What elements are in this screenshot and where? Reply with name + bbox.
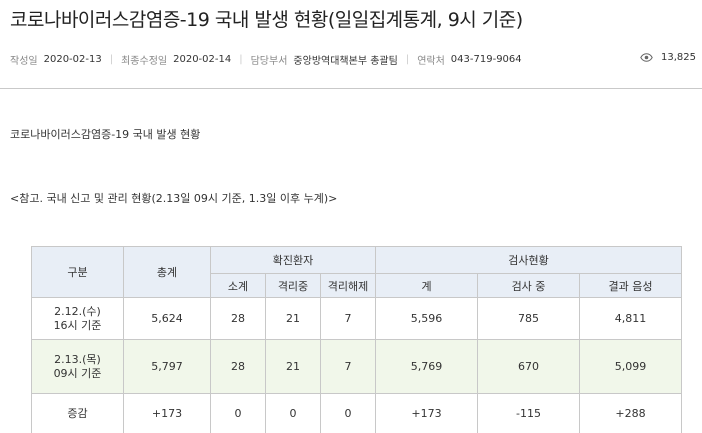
cell-isolating: 0 bbox=[265, 393, 321, 433]
status-table: 구분 총계 확진환자 검사현황 소계 격리중 격리해제 계 검사 중 결과 음성… bbox=[31, 246, 682, 433]
cell-in-testing: 670 bbox=[477, 339, 580, 394]
cell-released: 7 bbox=[320, 297, 376, 340]
cell-released: 0 bbox=[320, 393, 376, 433]
header-released: 격리해제 bbox=[320, 273, 376, 298]
cell-in-testing: -115 bbox=[477, 393, 580, 433]
header-category: 구분 bbox=[31, 246, 124, 298]
cell-total: 5,797 bbox=[123, 339, 211, 394]
view-count-value: 13,825 bbox=[661, 52, 696, 63]
header-confirmed-group: 확진환자 bbox=[210, 246, 376, 274]
content-heading: 코로나바이러스감염증-19 국내 발생 현황 bbox=[10, 128, 201, 141]
created-label: 작성일 bbox=[10, 56, 38, 67]
modified-date: 2020-02-14 bbox=[173, 54, 232, 65]
created-date: 2020-02-13 bbox=[43, 54, 102, 65]
row-label: 2.13.(목) 09시 기준 bbox=[31, 339, 124, 394]
cell-test-total: 5,596 bbox=[375, 297, 478, 340]
header-test-total: 계 bbox=[375, 273, 478, 298]
dept-value: 중앙방역대책본부 총괄팀 bbox=[293, 56, 398, 67]
header-in-testing: 검사 중 bbox=[477, 273, 580, 298]
cell-in-testing: 785 bbox=[477, 297, 580, 340]
header-total: 총계 bbox=[123, 246, 211, 298]
eye-icon bbox=[640, 53, 653, 62]
contact-label: 연락처 bbox=[417, 56, 445, 67]
meta-divider: | bbox=[405, 54, 410, 65]
row-label: 2.12.(수) 16시 기준 bbox=[31, 297, 124, 340]
meta-divider: | bbox=[109, 54, 114, 65]
cell-total: 5,624 bbox=[123, 297, 211, 340]
dept-label: 담당부서 bbox=[250, 56, 288, 67]
cell-isolating: 21 bbox=[265, 297, 321, 340]
header-testing-group: 검사현황 bbox=[375, 246, 682, 274]
table-row: 2.13.(목) 09시 기준 5,797 28 21 7 5,769 670 5… bbox=[31, 339, 682, 394]
row-date: 2.13.(목) bbox=[54, 352, 101, 366]
view-count: 13,825 bbox=[640, 52, 696, 63]
cell-negative: +288 bbox=[579, 393, 682, 433]
cell-test-total: 5,769 bbox=[375, 339, 478, 394]
page-title: 코로나바이러스감염증-19 국내 발생 현황(일일집계통계, 9시 기준) bbox=[10, 9, 523, 31]
divider bbox=[0, 88, 702, 89]
meta-bar: 작성일 2020-02-13 | 최종수정일 2020-02-14 | 담당부서… bbox=[10, 52, 530, 67]
cell-total: +173 bbox=[123, 393, 211, 433]
cell-negative: 4,811 bbox=[579, 297, 682, 340]
cell-isolating: 21 bbox=[265, 339, 321, 394]
cell-released: 7 bbox=[320, 339, 376, 394]
content-note: <참고. 국내 신고 및 관리 현황(2.13일 09시 기준, 1.3일 이후… bbox=[10, 192, 338, 205]
table-row: 2.12.(수) 16시 기준 5,624 28 21 7 5,596 785 4… bbox=[31, 297, 682, 340]
table-row: 증감 +173 0 0 0 +173 -115 +288 bbox=[31, 393, 682, 433]
header-subtotal: 소계 bbox=[210, 273, 266, 298]
row-label: 증감 bbox=[31, 393, 124, 433]
modified-label: 최종수정일 bbox=[121, 56, 168, 67]
cell-subtotal: 0 bbox=[210, 393, 266, 433]
row-time: 09시 기준 bbox=[53, 366, 102, 380]
row-time: 16시 기준 bbox=[53, 318, 102, 332]
header-isolating: 격리중 bbox=[265, 273, 321, 298]
header-negative: 결과 음성 bbox=[579, 273, 682, 298]
meta-divider: | bbox=[239, 54, 243, 65]
cell-negative: 5,099 bbox=[579, 339, 682, 394]
cell-subtotal: 28 bbox=[210, 297, 266, 340]
cell-test-total: +173 bbox=[375, 393, 478, 433]
cell-subtotal: 28 bbox=[210, 339, 266, 394]
contact-value: 043-719-9064 bbox=[450, 54, 522, 65]
row-date: 2.12.(수) bbox=[54, 304, 101, 318]
